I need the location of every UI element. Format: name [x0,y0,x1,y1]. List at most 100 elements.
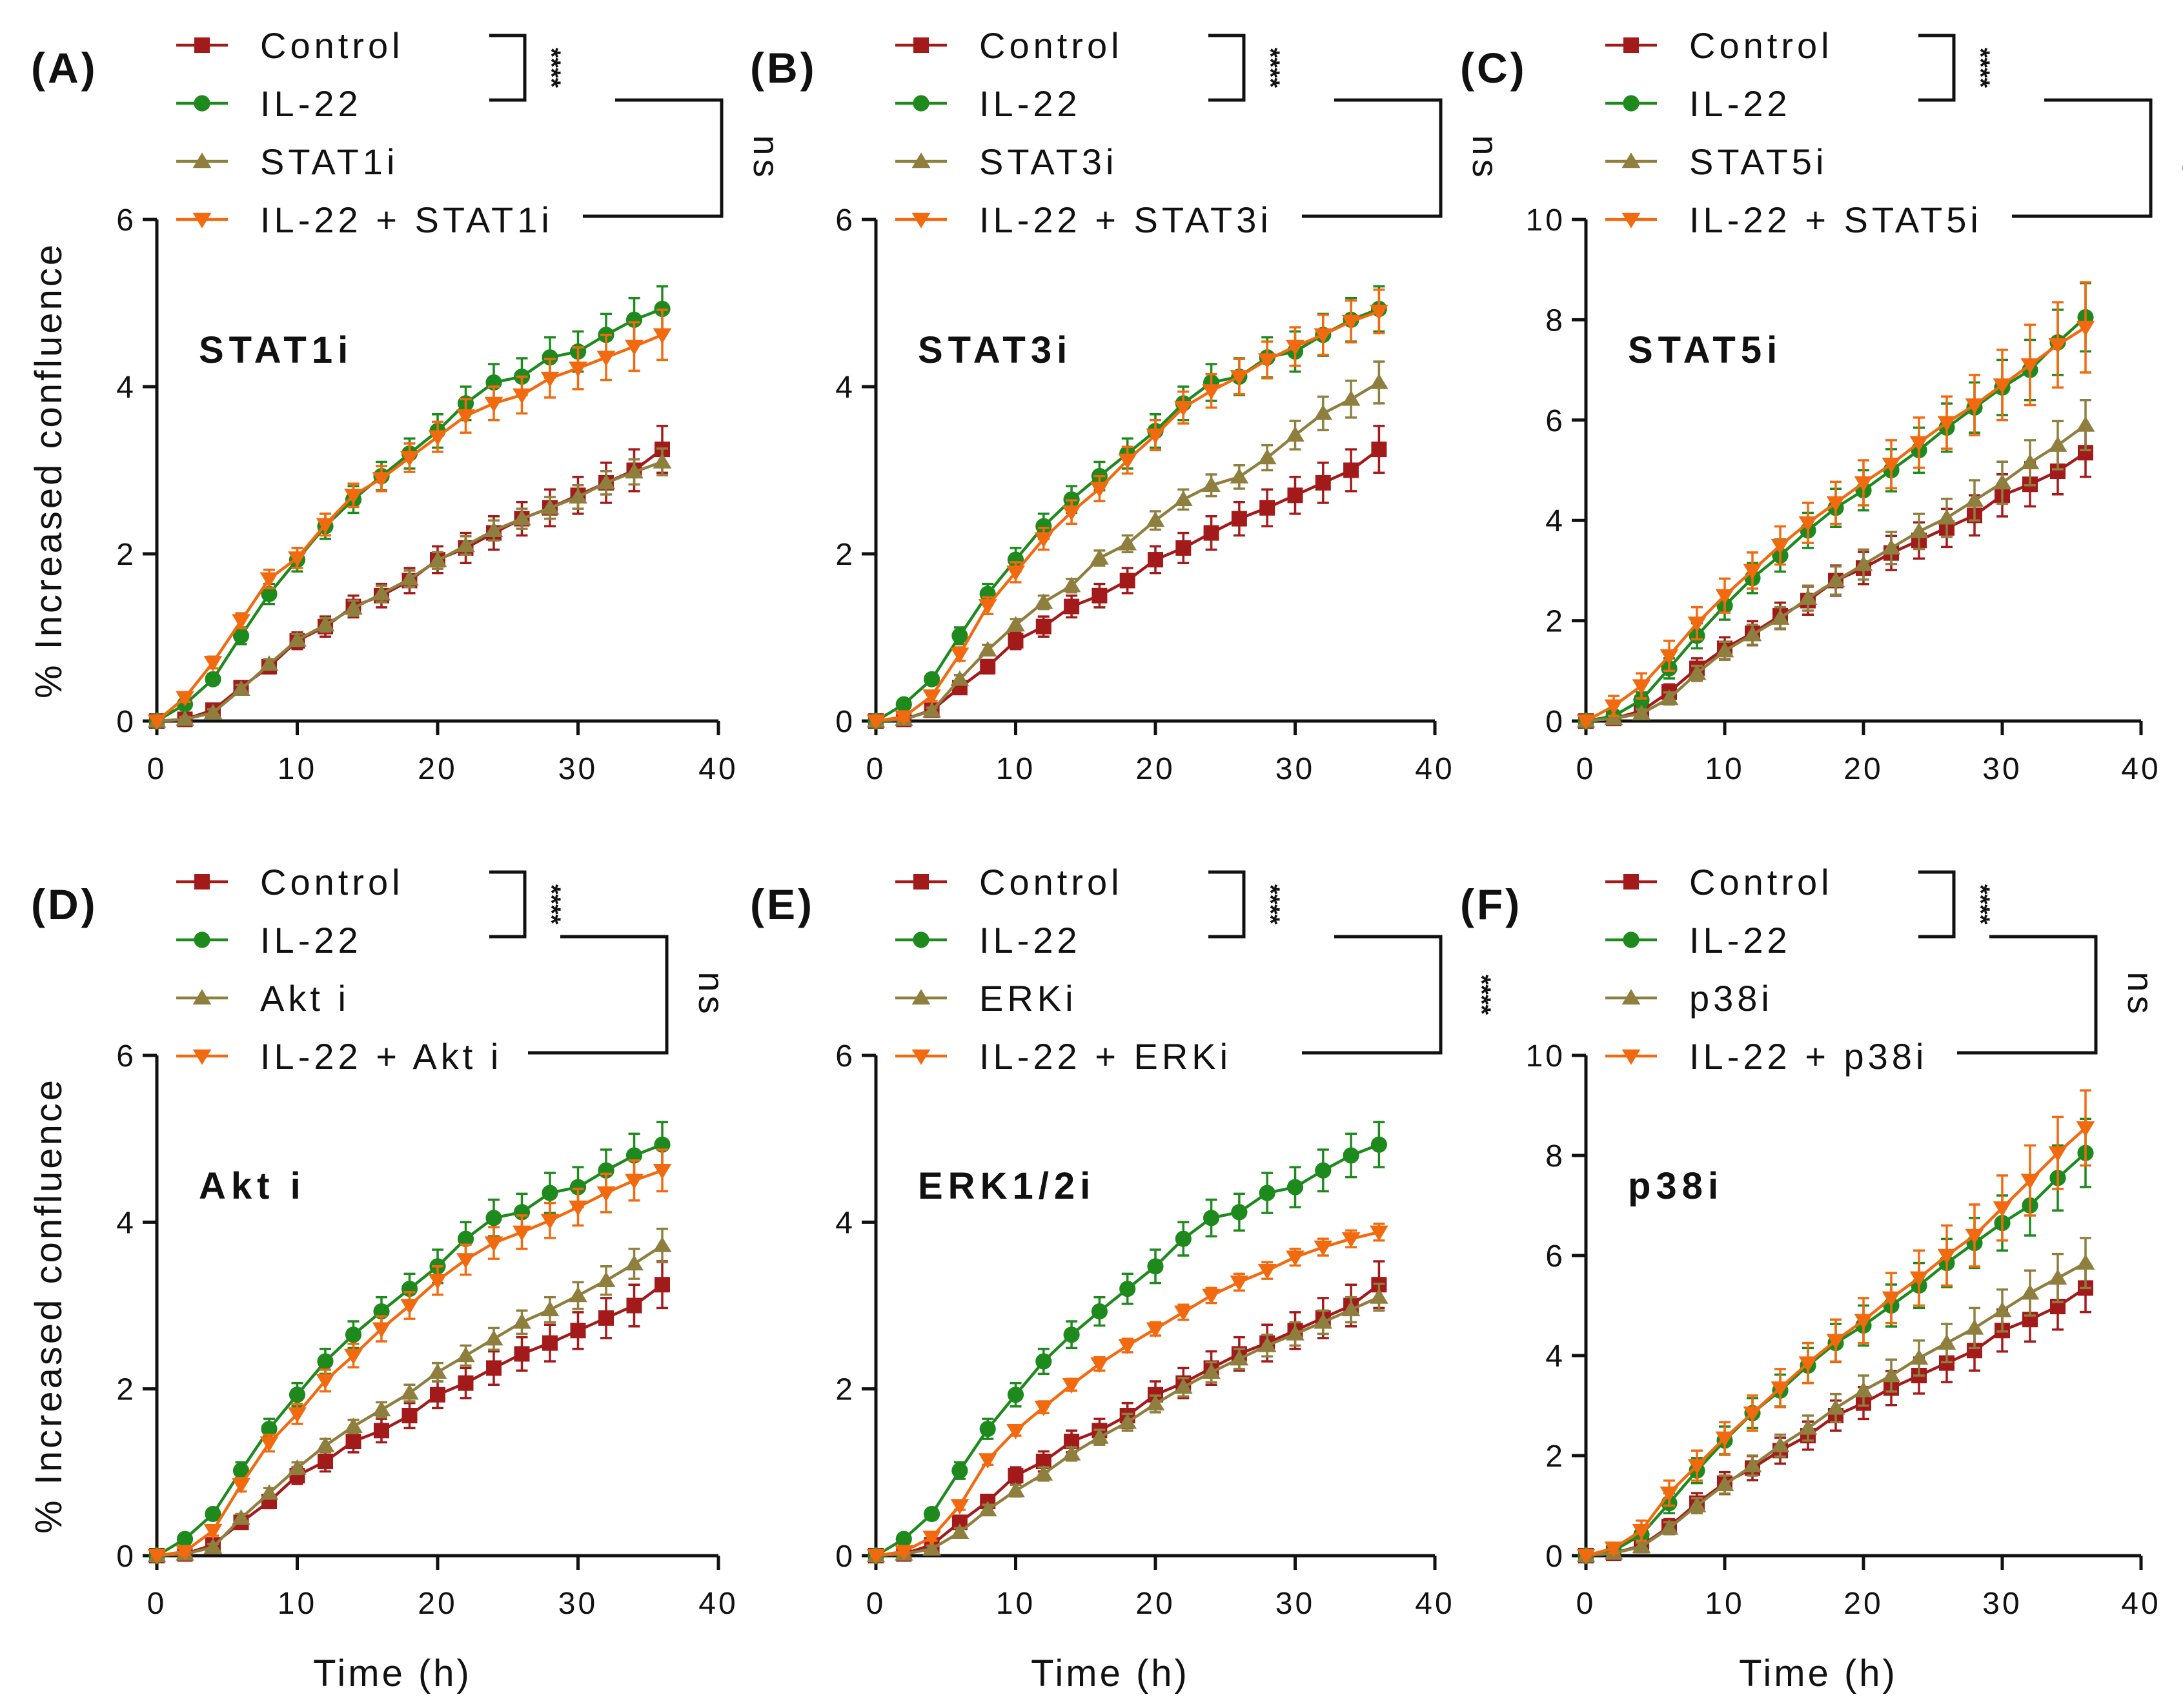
legend-marker [913,874,929,890]
data-point [1257,353,1277,369]
data-point [1826,496,1845,512]
data-point [1909,522,1929,538]
legend: Control IL-22 STAT1i IL-22 + STAT1i [176,25,553,240]
data-point [924,1505,940,1523]
data-point [1633,691,1650,708]
x-tick-label: 10 [996,752,1035,786]
y-tick-label: 6 [116,203,136,238]
data-point [344,1348,363,1365]
legend-label: Control [979,862,1123,902]
legend-label: IL-22 + p38i [1689,1036,1927,1077]
significance-upper: **** [1966,884,1995,925]
data-point [951,1462,968,1479]
significance-brackets: **** ns [1918,870,2161,1055]
data-point [1370,1136,1387,1153]
legend-label: IL-22 [260,83,362,124]
data-point [1771,1436,1790,1452]
upper-bracket [489,870,527,939]
data-point [1091,1303,1108,1320]
data-point [653,1236,672,1252]
data-point [1993,1201,2012,1217]
data-point [1937,416,1956,432]
legend-label: STAT1i [260,141,398,182]
significance-lower: **** [1467,975,1496,1015]
data-point [625,311,643,328]
y-tick-label: 4 [835,371,855,405]
data-point [1854,555,1873,571]
legend-label: IL-22 + STAT1i [260,199,553,240]
data-point [1371,442,1387,458]
data-point [259,1436,279,1452]
y-tick-label: 2 [835,1373,855,1407]
upper-bracket [1208,34,1246,102]
y-tick-label: 6 [835,203,855,238]
y-tick-label: 2 [116,538,136,572]
data-point [176,691,194,707]
x-tick-label: 0 [866,1587,886,1621]
data-point [400,570,419,586]
significance-lower: ns [2175,135,2183,181]
data-point [176,1530,194,1547]
data-point [540,1214,560,1230]
data-point [1660,689,1679,706]
x-tick-label: 0 [147,1587,167,1621]
series-stat1i [147,447,672,728]
data-point [1146,428,1165,444]
data-point [428,551,447,567]
x-tick-label: 0 [1576,752,1596,786]
data-point [2048,1146,2067,1162]
data-point [978,599,997,615]
data-point [1660,649,1679,665]
data-point [950,670,970,686]
data-point [866,714,886,730]
significance-brackets: **** **** [1208,870,1496,1055]
data-point [1993,1301,2012,1317]
data-point [895,1530,912,1547]
x-axis-title: Time (h) [1739,1652,1898,1694]
legend-marker [1623,95,1640,112]
data-point [540,498,560,514]
x-tick-label: 20 [418,1587,457,1621]
data-point [1257,1336,1277,1352]
data-point [1882,1291,1901,1307]
data-point [1008,633,1024,649]
data-point [1286,426,1305,442]
data-point [1604,699,1623,715]
data-point [1576,1549,1596,1565]
data-point [2020,358,2040,374]
data-point [922,689,941,705]
data-point [569,361,587,378]
data-point [205,1505,221,1523]
x-tick-label: 10 [278,1587,317,1621]
data-point [1090,482,1109,498]
data-point [374,1423,389,1439]
data-point [2020,1174,2040,1190]
data-point [316,518,335,534]
data-point [1993,474,2012,490]
data-point [1118,1339,1137,1355]
data-point [203,704,223,720]
data-point [1341,314,1361,330]
data-point [653,452,672,469]
data-point [1882,457,1901,473]
data-point [1937,509,1956,525]
panel-3: (C) 0 2 4 6 8 10 0 10 20 30 40 STAT5i Control IL-22 STA… [1460,25,2183,786]
x-tick-label: 30 [1275,1587,1315,1621]
lower-bracket [528,935,669,1055]
data-point [1034,532,1053,548]
x-tick-label: 10 [1705,1587,1744,1621]
legend-marker [194,37,210,53]
data-point [1092,587,1108,604]
data-point [232,680,250,696]
data-point [1008,1468,1024,1483]
y-tick-label: 6 [1545,404,1565,438]
data-point [1035,618,1051,635]
data-point [1743,1456,1762,1472]
y-tick-label: 4 [116,371,136,405]
legend-marker [1623,37,1639,53]
data-point [1909,1271,1929,1287]
legend: Control IL-22 STAT5i IL-22 + STAT5i [1605,25,1978,240]
data-point [486,1360,502,1376]
data-point [1632,704,1651,720]
panel-letter: (E) [750,880,815,928]
